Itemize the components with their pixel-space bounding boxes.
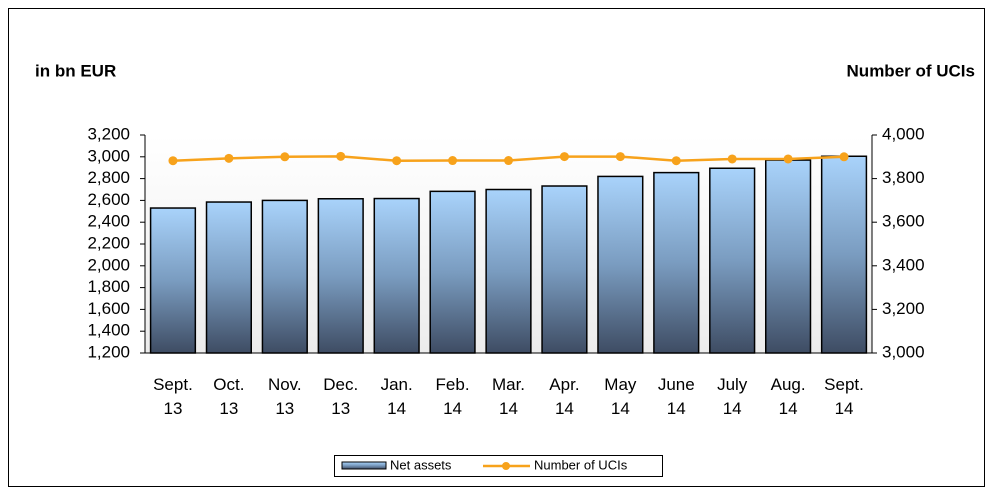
y2-tick-label: 3,600 [882, 212, 925, 231]
bar [429, 190, 476, 354]
line-marker [839, 152, 849, 162]
y2-tick-label: 4,000 [882, 124, 925, 143]
x-tick-label: Dec. 13 [323, 375, 359, 418]
x-tick-label: Apr. 14 [549, 375, 580, 418]
bar [653, 171, 700, 354]
bar [541, 185, 588, 354]
line-marker [280, 152, 290, 162]
line-marker [448, 156, 458, 166]
y2-tick-label: 3,800 [882, 168, 925, 187]
legend-label: Number of UCIs [534, 457, 628, 472]
y2-tick-label: 3,400 [882, 255, 925, 274]
line-marker [783, 154, 793, 164]
x-tick-label: Jan. 14 [380, 375, 413, 418]
bar [149, 207, 197, 354]
line-marker [727, 154, 737, 164]
y-tick-label: 2,000 [87, 255, 130, 274]
bar [764, 159, 812, 354]
line-marker [504, 156, 513, 166]
y-tick-label: 1,800 [87, 277, 130, 296]
y-tick-label: 2,200 [87, 233, 130, 252]
y-tick-label: 1,600 [87, 299, 130, 318]
y-tick-label: 2,600 [87, 190, 130, 209]
y-tick-label: 2,400 [87, 212, 130, 231]
y-tick-label: 3,200 [87, 124, 130, 143]
y-tick-label: 1,200 [87, 342, 130, 361]
line-marker [392, 156, 402, 166]
y2-axis-title: Number of UCIs [847, 61, 975, 80]
bar [709, 167, 756, 354]
legend-label: Net assets [390, 457, 452, 472]
x-tick-label: Mar. 14 [491, 375, 526, 418]
bar [317, 198, 364, 354]
line-marker [168, 156, 178, 166]
y-tick-label: 1,400 [87, 321, 130, 340]
y2-tick-label: 3,200 [882, 299, 925, 318]
x-tick-label: Oct. 13 [213, 375, 245, 418]
x-tick-label: June 14 [657, 375, 695, 418]
x-tick-label: Aug. 14 [770, 375, 806, 418]
line-marker [336, 151, 346, 161]
bar [373, 197, 420, 354]
bar [205, 201, 253, 354]
x-tick-label: Sept. 13 [153, 375, 193, 418]
x-tick-label: Sept. 14 [824, 375, 864, 418]
y-tick-label: 2,800 [87, 168, 130, 187]
x-tick-label: Nov. 13 [267, 375, 302, 418]
y2-tick-label: 3,000 [882, 342, 925, 361]
line-marker [224, 153, 234, 163]
bar [597, 175, 644, 354]
legend-marker [502, 462, 510, 470]
line-marker [615, 152, 625, 162]
line-marker [559, 152, 569, 162]
y-tick-label: 3,000 [87, 146, 130, 165]
x-tick-label: July 14 [717, 375, 748, 418]
bar [261, 199, 308, 354]
y-axis-title: in bn EUR [35, 61, 116, 80]
x-tick-label: May 14 [604, 375, 637, 418]
bar [485, 188, 532, 354]
line-marker [671, 156, 681, 166]
bar [820, 155, 868, 354]
legend-swatch [341, 461, 387, 470]
x-tick-label: Feb. 14 [435, 375, 470, 418]
